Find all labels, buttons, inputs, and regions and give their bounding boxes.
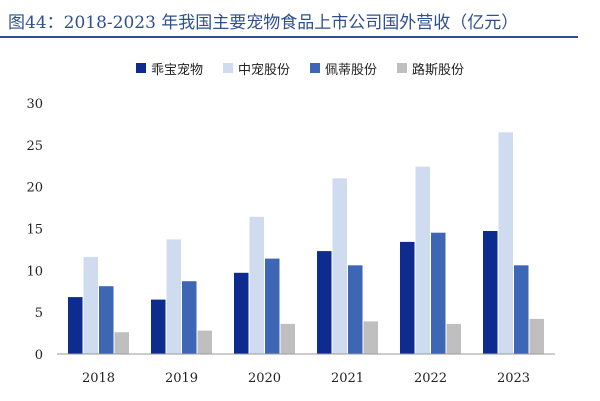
bar bbox=[83, 256, 98, 354]
legend-label: 路斯股份 bbox=[412, 62, 465, 78]
legend-item: 路斯股份 bbox=[397, 58, 464, 78]
legend-swatch bbox=[310, 63, 320, 73]
x-tick-label: 2022 bbox=[414, 371, 447, 386]
bar bbox=[483, 231, 498, 354]
x-tick-label: 2021 bbox=[331, 371, 364, 386]
y-tick-label: 30 bbox=[26, 97, 43, 112]
x-tick-label: 2019 bbox=[165, 371, 198, 386]
x-axis: 2018 2019 2020 2021 2022 2023 bbox=[82, 371, 530, 386]
bar bbox=[332, 178, 347, 354]
bar bbox=[514, 265, 529, 354]
bar bbox=[431, 232, 446, 354]
bar bbox=[249, 216, 264, 354]
title-bar: 图44：2018-2023 年我国主要宠物食品上市公司国外营收（亿元） bbox=[0, 0, 600, 38]
legend-swatch bbox=[397, 63, 408, 73]
legend-item: 中宠股份 bbox=[222, 58, 290, 78]
y-tick-label: 10 bbox=[26, 264, 43, 279]
x-tick-label: 2018 bbox=[82, 371, 115, 386]
bar bbox=[529, 318, 544, 354]
legend-swatch bbox=[222, 63, 233, 73]
bar bbox=[363, 321, 378, 354]
bar bbox=[400, 241, 415, 354]
y-tick-label: 15 bbox=[26, 223, 43, 238]
bar bbox=[99, 286, 114, 354]
bar bbox=[415, 166, 430, 354]
bar bbox=[182, 281, 197, 354]
legend-label: 中宠股份 bbox=[237, 62, 290, 78]
bars bbox=[68, 132, 544, 354]
y-tick-label: 20 bbox=[26, 181, 43, 196]
x-tick-label: 2023 bbox=[497, 371, 530, 386]
y-tick-label: 0 bbox=[35, 348, 43, 363]
bar bbox=[265, 258, 280, 354]
bar bbox=[317, 251, 332, 354]
y-tick-label: 5 bbox=[35, 306, 43, 321]
y-axis: 0 5 10 15 20 25 30 bbox=[26, 97, 43, 363]
legend-label: 乖宝宠物 bbox=[150, 62, 203, 78]
bar bbox=[234, 272, 249, 354]
bar bbox=[114, 332, 129, 354]
y-tick-label: 25 bbox=[26, 139, 43, 154]
legend-item: 乖宝宠物 bbox=[135, 58, 203, 78]
bar bbox=[348, 265, 363, 354]
bar bbox=[166, 239, 181, 354]
x-tick-label: 2020 bbox=[248, 371, 281, 386]
title-underline bbox=[0, 36, 578, 38]
legend-label: 佩蒂股份 bbox=[325, 62, 378, 78]
bar bbox=[280, 323, 295, 354]
legend-swatch bbox=[135, 63, 146, 73]
bar bbox=[498, 132, 513, 354]
chart-title: 图44：2018-2023 年我国主要宠物食品上市公司国外营收（亿元） bbox=[8, 13, 519, 33]
bar bbox=[197, 330, 212, 354]
legend: 乖宝宠物 中宠股份 佩蒂股份 路斯股份 bbox=[0, 58, 600, 78]
bar bbox=[68, 297, 83, 354]
bar bbox=[446, 323, 461, 354]
legend-item: 佩蒂股份 bbox=[310, 58, 377, 78]
bar bbox=[151, 299, 166, 354]
